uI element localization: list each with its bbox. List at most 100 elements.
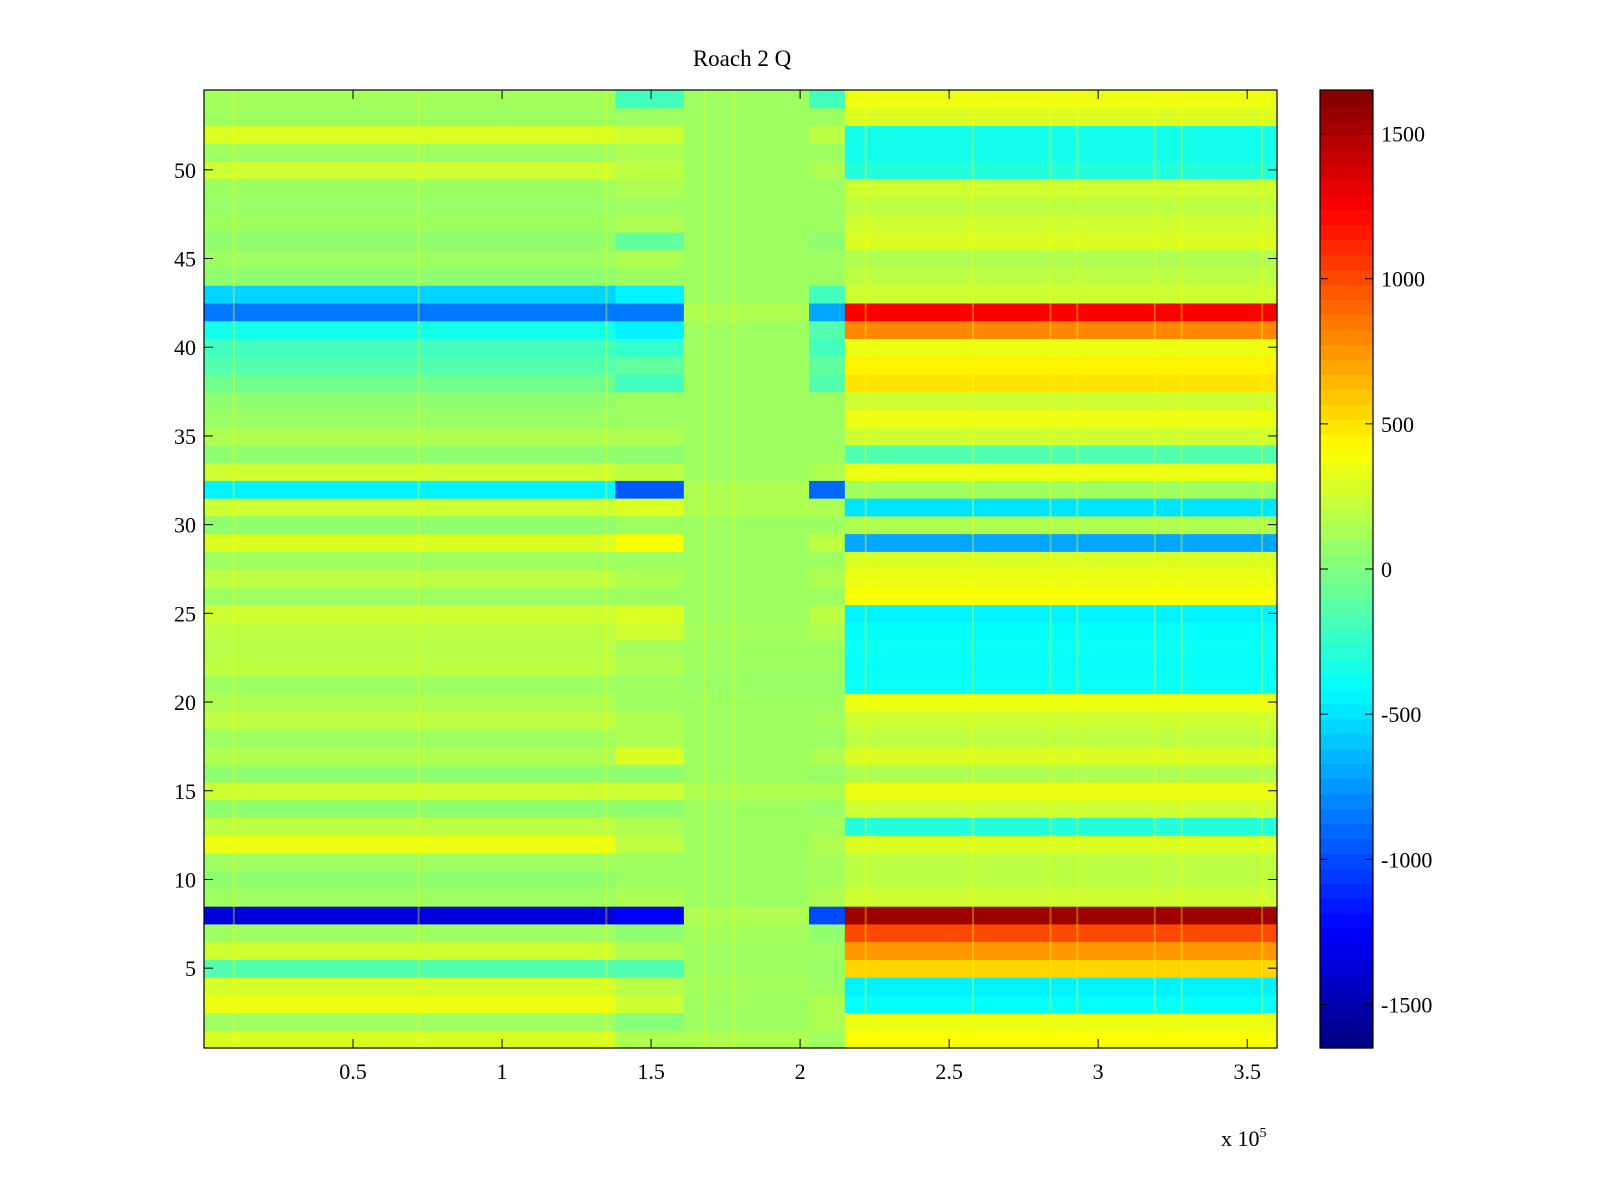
heatmap-cell <box>844 781 1278 801</box>
colorbar-step <box>1320 90 1373 106</box>
colorbar-step <box>1320 314 1373 331</box>
heatmap-cell <box>844 746 1278 765</box>
heatmap-cell <box>615 781 685 801</box>
colorbar-step <box>1320 868 1373 884</box>
colorbar-step <box>1320 688 1373 705</box>
colorbar-step <box>1320 973 1373 989</box>
heatmap-cell <box>204 231 616 251</box>
heatmap-cell <box>204 1012 616 1031</box>
heatmap-cell <box>844 285 1278 304</box>
heatmap-cell <box>844 870 1278 889</box>
heatmap-cell <box>844 569 1278 588</box>
heatmap-cell <box>204 178 616 198</box>
heatmap-cell <box>809 870 846 889</box>
heatmap-cell <box>683 125 810 144</box>
heatmap-cell <box>844 888 1278 907</box>
heatmap-cell <box>683 817 810 836</box>
heatmap-cell <box>844 835 1278 854</box>
heatmap-cell <box>683 675 810 694</box>
heatmap-cell <box>844 923 1278 943</box>
heatmap-cell <box>615 675 685 694</box>
heatmap-cell <box>204 781 616 801</box>
colorbar-tick-label: -1500 <box>1381 992 1432 1017</box>
heatmap-cell <box>683 586 810 606</box>
heatmap-cell <box>615 249 685 269</box>
colorbar-step <box>1320 524 1373 540</box>
colorbar-step <box>1320 179 1373 196</box>
heatmap-cell <box>683 480 810 499</box>
y-axis: 5 10 15 20 25 30 35 40 45 50 <box>174 158 1277 981</box>
y-tick-label: 5 <box>185 956 196 981</box>
colorbar-step <box>1320 374 1373 390</box>
heatmap-cell <box>615 462 685 481</box>
heatmap-cell <box>809 320 846 339</box>
heatmap-cell <box>615 835 685 854</box>
heatmap-cell <box>204 657 616 677</box>
heatmap-cell <box>844 143 1278 162</box>
heatmap-cell <box>615 852 685 872</box>
heatmap-cell <box>204 693 616 712</box>
heatmap-cell <box>683 906 810 925</box>
colorbar-step <box>1320 164 1373 181</box>
heatmap-cell <box>615 231 685 251</box>
heatmap-cell <box>615 143 685 162</box>
colorbar-tick-label: -1000 <box>1381 847 1432 872</box>
colorbar-step <box>1320 449 1373 465</box>
heatmap-cell <box>204 1030 616 1049</box>
heatmap-cell <box>204 462 616 481</box>
heatmap-cell <box>615 657 685 677</box>
heatmap-cell <box>204 675 616 694</box>
heatmap-cell <box>809 728 846 748</box>
heatmap-cell <box>809 1030 846 1049</box>
heatmap-cell <box>844 267 1278 286</box>
heatmap-cell <box>204 90 616 109</box>
heatmap-cell <box>683 959 810 978</box>
heatmap-cell <box>844 977 1278 996</box>
heatmap-cell <box>615 160 685 180</box>
y-tick-label: 20 <box>174 690 196 715</box>
heatmap-cell <box>204 480 616 499</box>
x-tick-label: 2 <box>795 1059 806 1084</box>
heatmap-cell <box>809 959 846 978</box>
heatmap-cell <box>204 196 616 215</box>
heatmap-cell <box>204 143 616 162</box>
heatmap-cell <box>844 994 1278 1014</box>
heatmap-cell <box>809 515 846 535</box>
heatmap-cell <box>683 551 810 570</box>
x-tick-label: 1 <box>497 1059 508 1084</box>
heatmap-cell <box>204 569 616 588</box>
heatmap-cell <box>683 1012 810 1031</box>
heatmap-cell <box>615 817 685 836</box>
heatmap-cell <box>809 764 846 783</box>
heatmap-cell <box>683 302 810 322</box>
heatmap-cell <box>204 302 616 322</box>
heatmap-cell <box>844 1012 1278 1031</box>
heatmap-cell <box>204 214 616 233</box>
heatmap-cell <box>683 728 810 748</box>
y-tick-label: 10 <box>174 867 196 892</box>
heatmap-cell <box>615 746 685 765</box>
heatmap-cell <box>204 870 616 889</box>
heatmap-cell <box>615 125 685 144</box>
heatmap-cell <box>615 693 685 712</box>
colorbar-step <box>1320 149 1373 166</box>
heatmap-cell <box>683 231 810 251</box>
heatmap-cell <box>809 657 846 677</box>
heatmap-cell <box>809 391 846 410</box>
heatmap-cell <box>615 799 685 818</box>
heatmap-cell <box>615 923 685 943</box>
heatmap-cell <box>615 941 685 960</box>
heatmap-cell <box>809 267 846 286</box>
heatmap-cell <box>809 107 846 127</box>
heatmap-cell <box>683 249 810 269</box>
colorbar-step <box>1320 1003 1373 1019</box>
heatmap-cell <box>809 214 846 233</box>
x-tick-label: 3 <box>1093 1059 1104 1084</box>
heatmap-cell <box>844 710 1278 730</box>
heatmap-cell <box>809 781 846 801</box>
heatmap-cell <box>683 781 810 801</box>
heatmap-cell <box>615 728 685 748</box>
y-tick-label: 50 <box>174 158 196 183</box>
heatmap-cell <box>204 586 616 606</box>
heatmap-cell <box>844 409 1278 428</box>
